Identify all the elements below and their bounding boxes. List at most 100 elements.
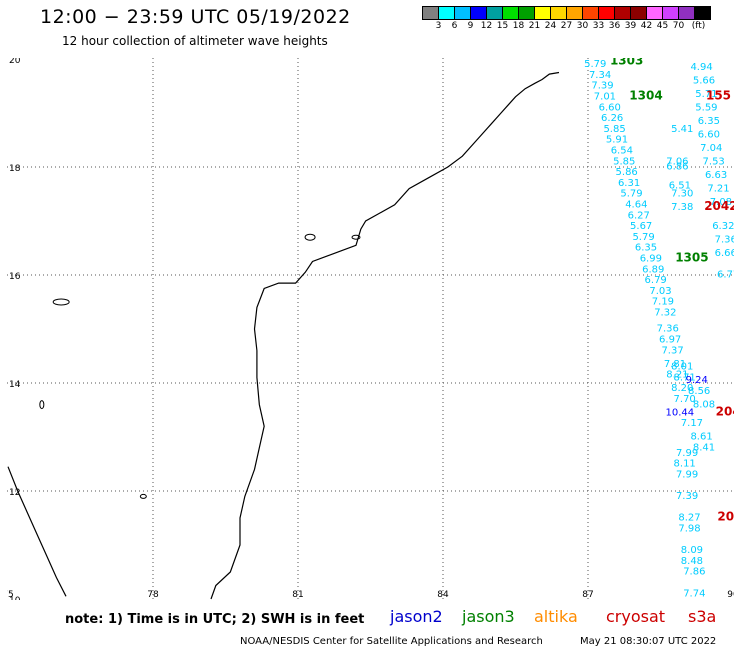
wave-height-value: 6.79 <box>645 275 667 286</box>
legend-swatch <box>422 6 439 20</box>
wave-height-value: 5.91 <box>606 135 628 146</box>
legend-tick-label: 6 <box>451 21 458 31</box>
wave-height-value: 7.01 <box>594 92 616 103</box>
wave-height-value: 7.70 <box>674 394 696 405</box>
wave-height-value: 7.53 <box>703 156 725 167</box>
inland-water-body <box>139 493 147 499</box>
mission-name-jason3: jason3 <box>462 607 515 626</box>
legend-tick-label: 9 <box>467 21 474 31</box>
wave-height-value: 6.99 <box>640 254 662 265</box>
wave-height-value: 6.27 <box>628 210 650 221</box>
x-tick-label: 81 <box>292 590 303 600</box>
map-subtitle: 12 hour collection of altimeter wave hei… <box>62 34 328 48</box>
x-tick-label: 87 <box>582 590 593 600</box>
wave-height-value: 4.94 <box>690 62 712 73</box>
legend-swatch <box>550 6 567 20</box>
wave-height-value: 7.08 <box>710 197 732 208</box>
wave-height-value: 8.20 <box>671 383 693 394</box>
wave-height-value: 6.32 <box>712 221 734 232</box>
wave-height-value: 6.97 <box>659 335 681 346</box>
wave-height-value: 6.89 <box>642 264 664 275</box>
wave-height-value: 7.06 <box>666 156 688 167</box>
legend-tick-label: 3 <box>435 21 442 31</box>
legend-tick-label: 36 <box>608 21 621 31</box>
satellite-pass-label: 155 <box>706 89 731 103</box>
wave-height-value: 7.86 <box>683 567 705 578</box>
map-title: 12:00 − 23:59 UTC 05/19/2022 <box>40 6 351 28</box>
x-tick-label: 90 <box>727 590 734 600</box>
wave-height-value: 7.99 <box>676 470 698 481</box>
wave-height-value: 5.71 <box>695 89 717 100</box>
map-canvas: 7578818487902018161412105.797.347.397.01… <box>7 58 734 600</box>
wave-height-value: 7.74 <box>683 588 705 599</box>
wave-height-value: 9.24 <box>686 375 708 386</box>
legend-swatch <box>454 6 471 20</box>
wave-height-value: 7.36 <box>657 324 679 335</box>
satellite-pass-label: 204 <box>716 404 734 418</box>
wave-height-value: 6.31 <box>618 178 640 189</box>
y-tick-label: 20 <box>9 58 21 66</box>
mission-name-jason2: jason2 <box>390 607 443 626</box>
wave-height-value: 7.99 <box>676 448 698 459</box>
legend-tick-label: 12 <box>480 21 493 31</box>
legend-swatch <box>694 6 711 20</box>
wave-height-value: 8.61 <box>690 432 712 443</box>
wave-height-value: 8.27 <box>678 513 700 524</box>
legend-swatch <box>438 6 455 20</box>
inland-water-body <box>304 233 316 241</box>
coastline-east <box>210 71 560 600</box>
y-tick-label: 16 <box>9 272 21 282</box>
wave-height-value: 8.56 <box>688 386 710 397</box>
mission-name-s3a: s3a <box>688 607 717 626</box>
satellite-pass-label: 1304 <box>629 89 662 103</box>
legend-swatch <box>502 6 519 20</box>
legend-swatch <box>678 6 695 20</box>
wave-height-value: 7.17 <box>681 418 703 429</box>
wave-height-map: 7578818487902018161412105.797.347.397.01… <box>7 58 734 600</box>
wave-height-value: 7.19 <box>652 297 674 308</box>
wave-height-value: 8.41 <box>693 443 715 454</box>
y-tick-label: 18 <box>9 164 21 174</box>
satellite-pass-label: 1305 <box>675 251 708 265</box>
legend-tick-label: 27 <box>560 21 573 31</box>
wave-height-value: 7.03 <box>649 286 671 297</box>
wave-height-value: 8.11 <box>674 459 696 470</box>
wave-height-value: 6.60 <box>698 129 720 140</box>
wave-height-value: 6.77 <box>717 270 734 281</box>
x-tick-label: 84 <box>437 590 449 600</box>
wave-height-value: 5.79 <box>620 189 642 200</box>
wave-height-value: 5.86 <box>616 167 638 178</box>
inland-water-body <box>351 234 361 240</box>
wave-height-value: 7.37 <box>661 345 683 356</box>
x-tick-label: 75 <box>7 590 14 600</box>
wave-height-value: 6.26 <box>601 113 623 124</box>
wave-height-value: 7.98 <box>678 524 700 535</box>
wave-height-value: 10.44 <box>666 407 695 418</box>
legend-swatch <box>630 6 647 20</box>
wave-height-value: 8.48 <box>681 556 703 567</box>
wave-height-value: 7.30 <box>671 189 693 200</box>
legend-tick-label: 33 <box>592 21 605 31</box>
satellite-pass-label: 2042 <box>704 199 734 213</box>
wave-height-value: 6.60 <box>599 102 621 113</box>
legend-tick-label: 30 <box>576 21 589 31</box>
legend-unit-label: (ft) <box>691 21 706 31</box>
x-tick-label: 78 <box>147 590 159 600</box>
wave-height-value: 5.79 <box>632 232 654 243</box>
wave-height-value: 6.66 <box>715 248 734 259</box>
wave-height-value: 7.34 <box>589 70 611 81</box>
legend-tick-label: 45 <box>656 21 669 31</box>
wave-height-value: 5.85 <box>613 156 635 167</box>
wave-height-value: 6.51 <box>669 181 691 192</box>
credit-line: NOAA/NESDIS Center for Satellite Applica… <box>240 636 543 647</box>
coastline-west <box>7 466 67 597</box>
wave-height-value: 7.39 <box>676 491 698 502</box>
legend-swatch <box>566 6 583 20</box>
legend-swatch <box>662 6 679 20</box>
legend-swatch <box>614 6 631 20</box>
legend-swatch <box>646 6 663 20</box>
mission-name-cryosat: cryosat <box>606 607 666 626</box>
satellite-pass-label: 1303 <box>610 58 643 67</box>
legend-tick-label: 21 <box>528 21 541 31</box>
y-tick-label: 14 <box>9 380 21 390</box>
